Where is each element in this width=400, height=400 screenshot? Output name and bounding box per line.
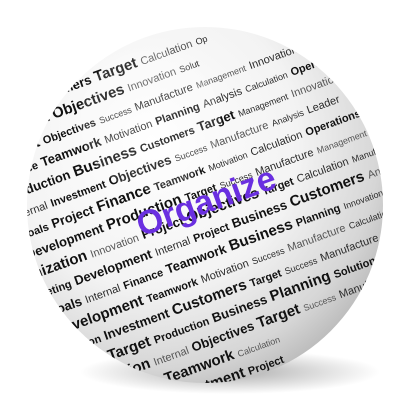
word: Solu bbox=[299, 37, 319, 53]
word: Op bbox=[194, 34, 209, 48]
word: Mission bbox=[361, 87, 400, 118]
word: nization bbox=[60, 333, 103, 359]
word: Management bbox=[380, 214, 400, 242]
word: Development bbox=[87, 393, 169, 400]
word: Leader bbox=[393, 192, 400, 215]
sphere-highlight bbox=[80, 50, 220, 190]
sphere-body bbox=[27, 27, 383, 383]
word: Goals bbox=[81, 395, 114, 400]
word: Qu bbox=[341, 67, 356, 81]
word: Business bbox=[0, 99, 26, 127]
word: Qua bbox=[348, 41, 367, 56]
word: Mission bbox=[367, 107, 400, 138]
word: Quality bbox=[383, 164, 400, 198]
